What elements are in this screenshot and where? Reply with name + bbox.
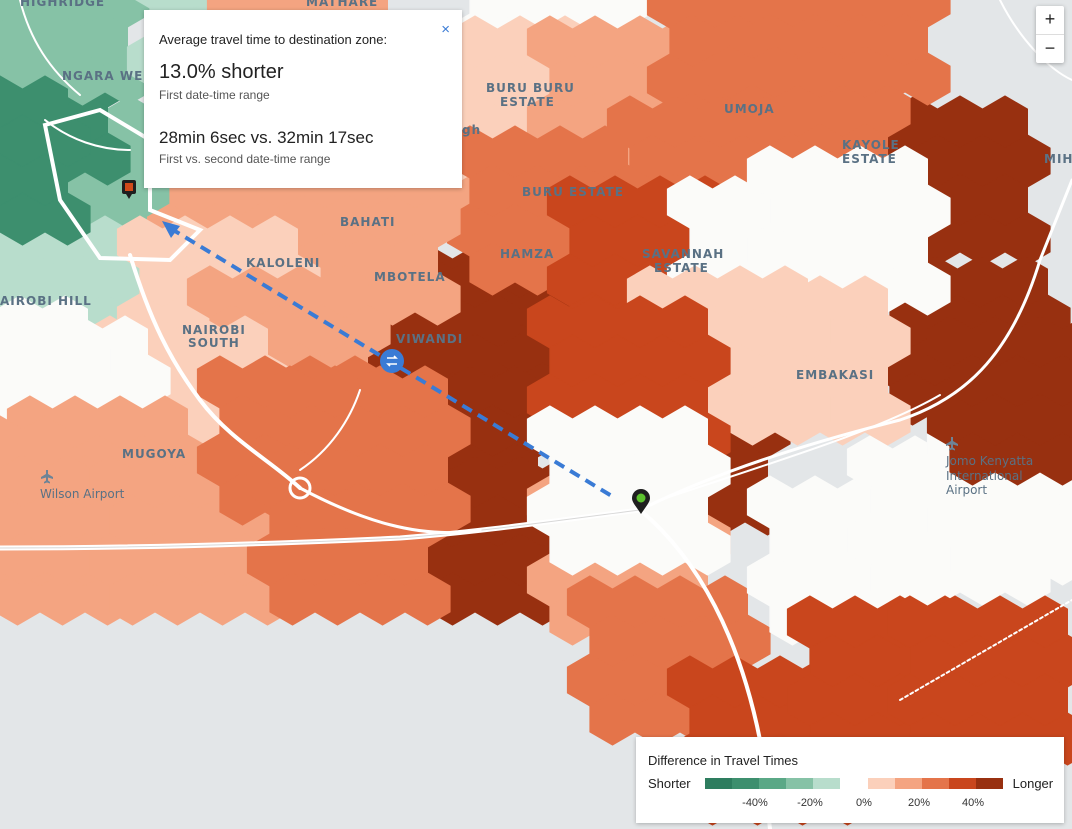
- route-arrowhead: [162, 221, 180, 238]
- hex-cell[interactable]: [864, 392, 911, 446]
- legend-ticks: -40% -20% 0% 20% 40%: [648, 797, 1052, 813]
- hex-cell[interactable]: [904, 52, 951, 106]
- swap-direction-button[interactable]: [380, 349, 404, 373]
- place-label: ESTATE: [842, 152, 897, 166]
- percent-caption: First date-time range: [159, 88, 270, 102]
- legend-shorter-label: Shorter: [648, 776, 691, 791]
- legend-neutral-gap: [840, 778, 868, 789]
- hex-cell[interactable]: [414, 272, 461, 326]
- place-label: Jomo Kenyatta: [945, 454, 1033, 468]
- place-label: BURU BURU: [486, 81, 575, 95]
- destination-marker[interactable]: [632, 489, 650, 514]
- place-label: SAVANNAH: [642, 247, 724, 261]
- place-label: gh: [462, 123, 481, 137]
- legend-swatch: [948, 778, 976, 789]
- legend-title: Difference in Travel Times: [648, 753, 799, 768]
- tooltip-heading: Average travel time to destination zone:: [159, 32, 388, 47]
- airplane-icon: [946, 437, 958, 451]
- hex-cell[interactable]: [784, 382, 831, 436]
- airplane-icon: [41, 470, 53, 484]
- hex-cell[interactable]: [424, 482, 471, 536]
- place-label: HAMZA: [500, 247, 554, 261]
- place-label: MIHA: [1044, 152, 1072, 166]
- travel-times: 28min 6sec vs. 32min 17sec: [159, 128, 374, 147]
- legend-swatch: [812, 778, 840, 789]
- swap-icon: [386, 355, 398, 367]
- zoom-in-button[interactable]: +: [1036, 6, 1064, 35]
- place-label: SOUTH: [188, 336, 240, 350]
- place-label: EMBAKASI: [796, 368, 874, 382]
- close-icon[interactable]: ×: [441, 21, 450, 38]
- legend-tick-label: 40%: [961, 797, 985, 809]
- place-label: MBOTELA: [374, 270, 446, 284]
- place-label: KAYOLE: [842, 138, 900, 152]
- legend-swatch: [731, 778, 759, 789]
- place-label: MUGOYA: [122, 447, 186, 461]
- hex-cell[interactable]: [44, 192, 91, 246]
- place-label: BAHATI: [340, 215, 395, 229]
- zoom-control: + −: [1036, 6, 1064, 63]
- percent-difference: 13.0% shorter: [159, 61, 284, 83]
- origin-zone-outline: [42, 107, 204, 263]
- place-label: Airport: [946, 483, 987, 497]
- origin-marker[interactable]: [122, 180, 136, 199]
- place-label: ESTATE: [654, 261, 709, 275]
- airport-icons: [41, 437, 958, 484]
- legend-swatch: [704, 778, 732, 789]
- legend-tick-label: 20%: [907, 797, 931, 809]
- hex-cell[interactable]: [173, 0, 218, 9]
- place-label: VIWANDI: [396, 332, 463, 346]
- place-label: ESTATE: [500, 95, 555, 109]
- hex-cell[interactable]: [904, 262, 951, 316]
- legend-swatch: [758, 778, 786, 789]
- hex-cell[interactable]: [1039, 532, 1072, 586]
- hex-cell[interactable]: [1039, 432, 1072, 486]
- place-label: MATHARE: [306, 0, 378, 9]
- times-caption: First vs. second date-time range: [159, 152, 331, 166]
- legend-tick-label: -40%: [742, 797, 768, 809]
- hex-cell[interactable]: [404, 572, 451, 626]
- place-label: KALOLENI: [246, 256, 320, 270]
- legend-longer-label: Longer: [1012, 776, 1054, 791]
- legend-swatch: [867, 778, 895, 789]
- place-label: HIGHRIDGE: [20, 0, 105, 9]
- place-label: BURU ESTATE: [522, 185, 624, 199]
- zoom-out-button[interactable]: −: [1044, 38, 1056, 58]
- place-label: NGARA WES: [62, 69, 153, 83]
- place-label: AIROBI HILL: [0, 294, 92, 308]
- legend-swatch: [975, 778, 1003, 789]
- legend-swatch: [785, 778, 813, 789]
- legend: Difference in Travel Times Shorter Longe…: [636, 737, 1064, 823]
- place-labels: HIGHRIDGE MATHARE NGARA WES BURU BURU ES…: [0, 0, 1072, 501]
- place-label: Wilson Airport: [40, 487, 125, 501]
- legend-tick-label: 0%: [856, 797, 872, 809]
- hex-cell[interactable]: [127, 0, 172, 9]
- legend-swatch: [921, 778, 949, 789]
- zone-tooltip: Average travel time to destination zone:…: [144, 10, 462, 188]
- hex-cell[interactable]: [684, 522, 731, 576]
- hex-cell[interactable]: [1004, 212, 1051, 266]
- place-label: International: [946, 469, 1023, 483]
- place-label: NAIROBI: [182, 323, 246, 337]
- place-label: UMOJA: [724, 102, 775, 116]
- legend-tick-label: -20%: [797, 797, 823, 809]
- legend-color-scale: [704, 778, 1003, 789]
- legend-swatch: [894, 778, 922, 789]
